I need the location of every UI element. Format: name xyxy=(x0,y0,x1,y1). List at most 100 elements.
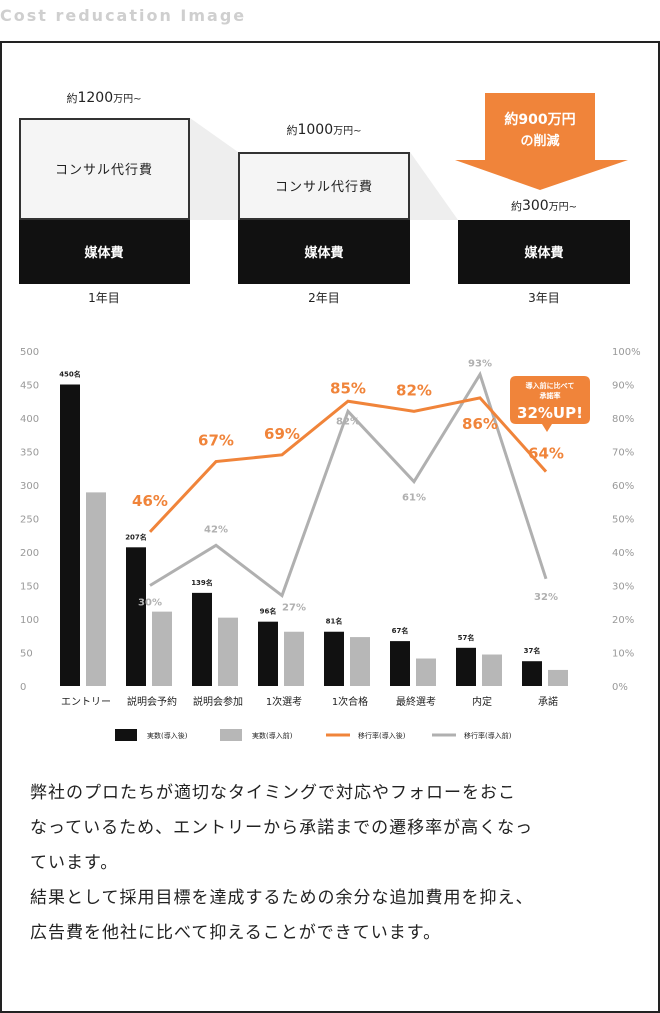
media-fee-label: 媒体費 xyxy=(84,245,123,261)
bar-value-label: 207名 xyxy=(125,532,147,541)
content-frame xyxy=(0,41,660,1013)
x-tick-label: 1次合格 xyxy=(332,695,368,708)
description-line: 弊社のプロたちが適切なタイミングで対応やフォローをおこ xyxy=(30,783,516,803)
y-tick-label-right: 90% xyxy=(612,381,634,392)
connector-shape xyxy=(190,118,238,220)
bar-before xyxy=(86,492,106,686)
reduction-arrow xyxy=(455,93,628,190)
x-tick-label: 承諾 xyxy=(538,695,558,708)
total-cost-label: 約1000万円~ xyxy=(286,122,361,138)
legend-label: 実数(導入後) xyxy=(147,731,188,740)
reduction-text-line2: の削減 xyxy=(520,133,559,149)
legend-label: 実数(導入前) xyxy=(252,731,293,740)
legend-swatch xyxy=(115,729,137,741)
media-fee-box xyxy=(458,220,630,284)
line-before-label: 61% xyxy=(402,493,426,504)
bar-before xyxy=(218,617,238,686)
line-after-label: 86% xyxy=(462,415,498,433)
line-after-label: 85% xyxy=(330,379,366,397)
line-before-label: 27% xyxy=(282,603,306,614)
y-tick-label-right: 80% xyxy=(612,414,634,425)
y-tick-label-left: 450 xyxy=(20,381,39,392)
media-fee-box xyxy=(19,220,190,284)
y-tick-label-left: 50 xyxy=(20,649,33,660)
y-tick-label-right: 0% xyxy=(612,682,628,693)
bar-before xyxy=(482,654,502,686)
total-cost-label: 約1200万円~ xyxy=(66,90,141,106)
bar-after xyxy=(192,592,212,686)
media-fee-label: 媒体費 xyxy=(304,245,343,261)
description: 弊社のプロたちが適切なタイミングで対応やフォローをおこ なっているため、エントリ… xyxy=(30,776,640,951)
total-cost-label: 約300万円~ xyxy=(511,198,577,214)
line-before-label: 42% xyxy=(204,524,228,535)
description-line: 結果として採用目標を達成するための余分な追加費用を抑え、 xyxy=(30,888,534,908)
y-tick-label-right: 40% xyxy=(612,548,634,559)
year-label: 2年目 xyxy=(308,291,340,305)
line-after-label: 46% xyxy=(132,492,168,510)
x-tick-label: 説明会参加 xyxy=(193,695,243,708)
bar-value-label: 450名 xyxy=(59,370,81,379)
legend-swatch xyxy=(220,729,242,741)
bar-before xyxy=(548,669,568,686)
y-tick-label-left: 350 xyxy=(20,448,39,459)
line-after xyxy=(148,396,548,533)
line-after-label: 82% xyxy=(396,381,432,399)
callout-line3: 32%UP! xyxy=(517,404,583,422)
bar-before xyxy=(350,637,370,686)
y-tick-label-right: 30% xyxy=(612,582,634,593)
y-tick-label-left: 0 xyxy=(20,682,26,693)
bar-after xyxy=(258,621,278,686)
media-fee-box xyxy=(238,220,410,284)
callout-line1: 導入前に比べて xyxy=(526,381,575,390)
reduction-text-line1: 約900万円 xyxy=(504,111,575,128)
x-tick-label: 内定 xyxy=(472,695,492,708)
line-before-label: 93% xyxy=(468,358,492,369)
line-after-label: 64% xyxy=(528,445,564,463)
y-tick-label-right: 100% xyxy=(612,347,641,358)
connector-shape xyxy=(410,152,458,220)
bar-value-label: 96名 xyxy=(260,607,277,616)
y-tick-label-right: 10% xyxy=(612,649,634,660)
bar-value-label: 57名 xyxy=(458,633,475,642)
y-tick-label-left: 150 xyxy=(20,582,39,593)
description-line: ています。 xyxy=(30,853,119,873)
bar-before xyxy=(416,658,436,686)
x-tick-label: エントリー xyxy=(61,697,111,708)
bar-after xyxy=(60,384,80,686)
consul-fee-box xyxy=(19,118,190,220)
y-tick-label-left: 100 xyxy=(20,615,39,626)
y-tick-label-right: 50% xyxy=(612,515,634,526)
year-label: 3年目 xyxy=(528,291,560,305)
bar-value-label: 67名 xyxy=(392,626,409,635)
x-tick-label: 1次選考 xyxy=(266,695,302,708)
y-tick-label-right: 60% xyxy=(612,481,634,492)
bar-after xyxy=(456,647,476,686)
bar-after xyxy=(324,631,344,686)
bar-after xyxy=(390,641,410,686)
y-tick-label-right: 20% xyxy=(612,615,634,626)
consul-fee-box xyxy=(238,152,410,220)
y-tick-label-left: 500 xyxy=(20,347,39,358)
page-title: Cost reducation Image xyxy=(0,6,247,25)
line-before-label: 30% xyxy=(138,598,162,609)
y-tick-label-left: 250 xyxy=(20,515,39,526)
callout-line2: 承諾率 xyxy=(540,391,561,400)
line-after-label: 67% xyxy=(198,432,234,450)
legend-label: 移行率(導入後) xyxy=(358,731,406,740)
legend-label: 移行率(導入前) xyxy=(464,731,512,740)
year-label: 1年目 xyxy=(88,291,120,305)
bar-after xyxy=(522,661,542,686)
y-tick-label-left: 400 xyxy=(20,414,39,425)
description-line: 広告費を他社に比べて抑えることができています。 xyxy=(30,923,442,943)
y-tick-label-right: 70% xyxy=(612,448,634,459)
bar-before xyxy=(284,631,304,686)
bar-before xyxy=(152,611,172,686)
bar-after xyxy=(126,547,146,686)
media-fee-label: 媒体費 xyxy=(524,245,563,261)
callout-bubble xyxy=(510,376,590,432)
consul-fee-label: コンサル代行費 xyxy=(275,180,373,195)
line-before-label: 32% xyxy=(534,592,558,603)
x-tick-label: 最終選考 xyxy=(396,695,436,708)
bar-value-label: 81名 xyxy=(326,617,343,626)
